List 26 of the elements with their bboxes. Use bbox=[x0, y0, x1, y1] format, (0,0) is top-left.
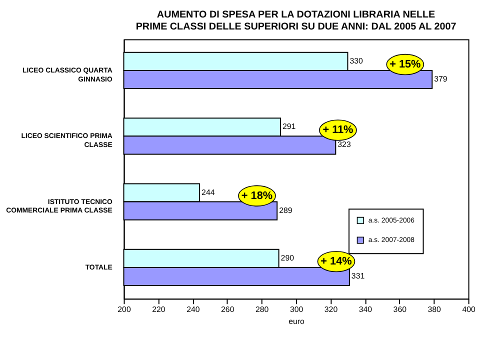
text: PRIME CLASSI DELLE SUPERIORI SU DUE ANNI: DAL 2005 AL 2007 bbox=[136, 21, 456, 32]
x-axis-title: euro bbox=[288, 316, 306, 326]
data-label: 290 bbox=[280, 253, 295, 262]
x-tick-label: 260 bbox=[221, 305, 235, 314]
x-tick-label: 300 bbox=[290, 305, 304, 314]
x-tick-label: 320 bbox=[324, 305, 338, 314]
x-tick-label: 220 bbox=[152, 305, 166, 314]
annotation: + 11% bbox=[322, 124, 354, 136]
x-tick-label: 280 bbox=[255, 305, 270, 314]
annotation: + 15% bbox=[390, 58, 422, 70]
data-label: 331 bbox=[351, 271, 366, 280]
x-tick-label: 380 bbox=[428, 305, 442, 314]
text: AUMENTO DI SPESA PER LA DOTAZIONI LIBRARIA NELLE bbox=[156, 9, 436, 20]
data-label: 291 bbox=[282, 122, 296, 132]
data-label: 323 bbox=[338, 140, 352, 150]
x-tick-label: 240 bbox=[186, 305, 200, 314]
annotation: + 14% bbox=[320, 256, 352, 268]
x-tick-label: 200 bbox=[118, 305, 132, 314]
x-tick-label: 400 bbox=[462, 305, 476, 314]
annotation: + 18% bbox=[241, 190, 273, 202]
data-label: 379 bbox=[434, 74, 448, 84]
x-tick-label: 340 bbox=[358, 305, 373, 314]
x-tick-label: 360 bbox=[393, 305, 408, 314]
data-label: 289 bbox=[279, 206, 293, 215]
data-label: 330 bbox=[350, 56, 364, 66]
data-label: 244 bbox=[202, 188, 216, 197]
